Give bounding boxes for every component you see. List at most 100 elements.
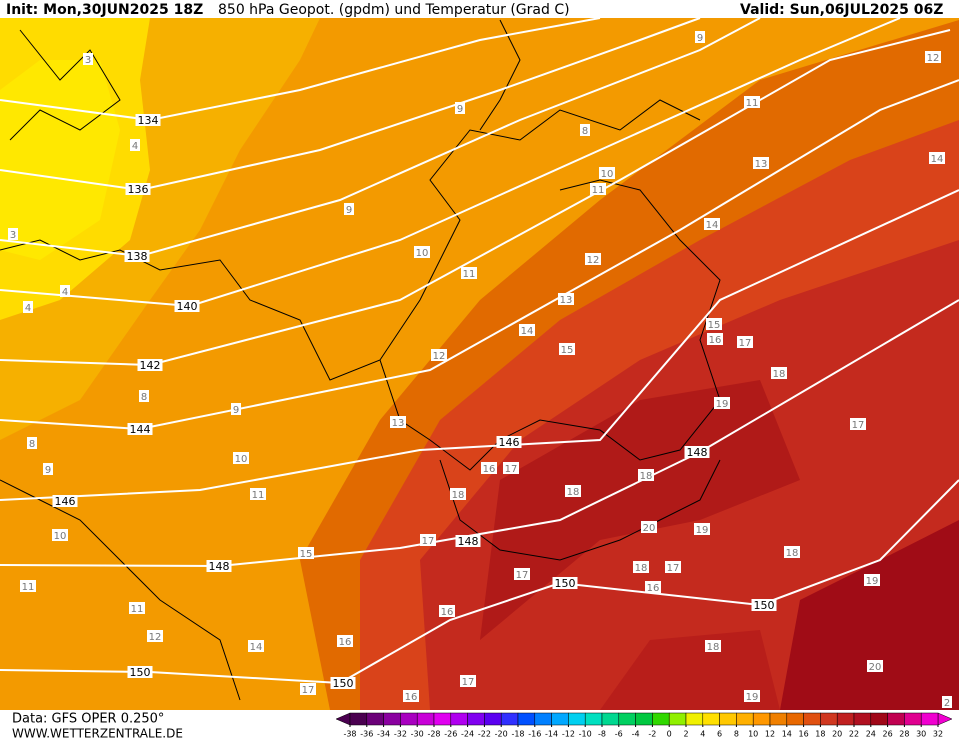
temperature-label: 14 (931, 154, 944, 165)
label-box (137, 359, 163, 371)
colorbar-swatch (416, 712, 435, 726)
colorbar-swatch (584, 712, 603, 726)
colorbar-swatch (752, 712, 771, 726)
colorbar-label: -18 (511, 730, 524, 739)
map-title: 850 hPa Geopot. (gpdm) und Temperatur (G… (218, 2, 570, 18)
colorbar-swatch (618, 712, 636, 726)
label-box (590, 183, 606, 195)
colorbar-label: -32 (394, 730, 407, 739)
label-box (135, 114, 161, 126)
label-box (850, 418, 866, 430)
temperature-label: 12 (433, 351, 446, 362)
colorbar-label: -12 (562, 730, 575, 739)
temperature-label: 14 (706, 220, 719, 231)
init-time: Init: Mon,30JUN2025 18Z (6, 2, 203, 18)
geopotential-label: 144 (130, 423, 151, 436)
label-box (206, 560, 232, 572)
label-box (43, 463, 53, 475)
coastlines (0, 19, 721, 701)
temperature-label: 19 (696, 525, 709, 536)
colorbar-label: -14 (545, 730, 558, 739)
temperature-label: 18 (567, 487, 580, 498)
colorbar-swatch (652, 712, 670, 726)
temperature-label: 9 (45, 465, 51, 476)
label-box (20, 580, 36, 592)
temperature-label: 14 (521, 326, 534, 337)
label-box (633, 561, 649, 573)
colorbar: -38 -36 -34 -32 -30 -28 -26 -24 -22 -20 -18 -16 -14-… (335, 712, 953, 739)
valid-time: Valid: Sun,06JUL2025 06Z (740, 2, 943, 18)
label-box (83, 53, 93, 65)
colorbar-swatch (635, 712, 653, 726)
temperature-label: 20 (643, 523, 656, 534)
label-box (300, 683, 316, 695)
label-box (460, 675, 476, 687)
geopotential-label: 138 (127, 250, 148, 263)
label-box (390, 416, 406, 428)
temperature-label: 18 (786, 548, 799, 559)
colorbar-swatch (820, 712, 838, 726)
temperature-label: 11 (592, 185, 605, 196)
temperature-label: 10 (54, 531, 67, 542)
colorbar-label: 12 (765, 730, 775, 739)
colorbar-swatch (685, 712, 704, 726)
colorbar-swatch (836, 712, 855, 726)
label-box (23, 301, 33, 313)
label-box (481, 462, 497, 474)
label-box (705, 640, 721, 652)
temperature-label: 9 (346, 205, 352, 216)
temperature-label: 4 (132, 141, 138, 152)
temperature-label: 14 (250, 642, 263, 653)
geopotential-label: 146 (499, 436, 520, 449)
temperature-label: 13 (392, 418, 405, 429)
contour-labels: 1341361381401421441461481501461481481501… (8, 31, 952, 709)
temperature-label: 15 (561, 345, 574, 356)
colorbar-swatch (786, 712, 804, 726)
label-box (27, 437, 37, 449)
colorbar-swatch (702, 712, 720, 726)
temperature-label: 16 (709, 335, 722, 346)
colorbar-label: 0 (667, 730, 672, 739)
geopotential-label: 148 (687, 446, 708, 459)
temperature-label: 16 (441, 607, 454, 618)
colorbar-label: -34 (377, 730, 390, 739)
temperature-label: 17 (462, 677, 475, 688)
colorbar-label: -2 (648, 730, 656, 739)
label-box (414, 246, 430, 258)
temperature-field (0, 18, 959, 710)
label-box (864, 574, 880, 586)
colorbar-label: -20 (495, 730, 508, 739)
label-box (250, 488, 266, 500)
label-box (559, 343, 575, 355)
geopotential-label: 134 (138, 114, 159, 127)
geopotential-label: 142 (140, 359, 161, 372)
label-box (139, 390, 149, 402)
colorbar-swatch (719, 712, 737, 726)
temperature-label: 8 (141, 392, 147, 403)
geopotential-label: 148 (209, 560, 230, 573)
colorbar-label: 28 (899, 730, 909, 739)
temperature-label: 17 (505, 464, 518, 475)
colorbar-swatch (467, 712, 485, 726)
colorbar-swatch (551, 712, 569, 726)
temperature-label: 19 (716, 399, 729, 410)
colorbar-swatch (400, 712, 418, 726)
colorbar-swatch (433, 712, 452, 726)
temperature-label: 20 (869, 662, 882, 673)
colorbar-swatch (769, 712, 788, 726)
temperature-label: 17 (302, 685, 315, 696)
colorbar-label: -10 (579, 730, 592, 739)
colorbar-swatch (887, 712, 905, 726)
colorbar-swatch (568, 712, 586, 726)
colorbar-swatch (870, 712, 888, 726)
temperature-label: 19 (866, 576, 879, 587)
temperature-label: 9 (697, 33, 703, 44)
website: WWW.WETTERZENTRALE.DE (12, 727, 183, 741)
temperature-label: 18 (452, 490, 465, 501)
label-box (8, 228, 18, 240)
temperature-label: 11 (463, 269, 476, 280)
temperature-label: 10 (416, 248, 429, 259)
temperature-label: 17 (516, 570, 529, 581)
label-box (455, 102, 465, 114)
label-box (641, 521, 657, 533)
